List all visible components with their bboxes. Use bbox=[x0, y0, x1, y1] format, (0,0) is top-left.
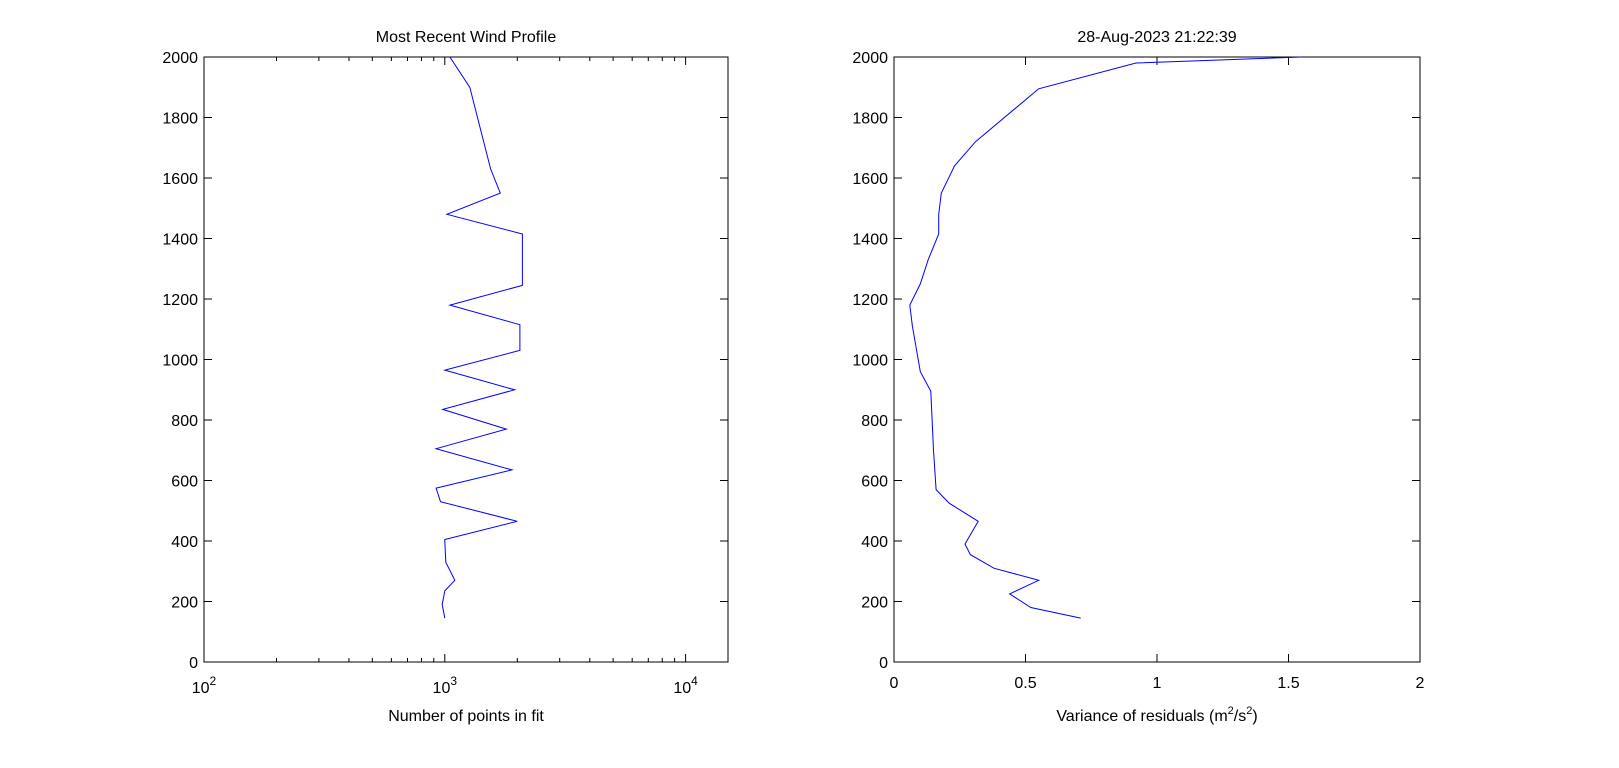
right-chart-xlabel: Variance of residuals (m2/s2) bbox=[1056, 705, 1257, 725]
x-tick-label: 104 bbox=[673, 674, 698, 697]
y-tick-label: 1600 bbox=[852, 171, 888, 188]
left-chart-series-line bbox=[434, 56, 523, 619]
x-tick-label-base: 10 bbox=[433, 680, 451, 697]
y-tick-label: 1800 bbox=[162, 111, 198, 128]
x-tick-label: 0 bbox=[890, 675, 899, 692]
y-tick-label: 400 bbox=[861, 534, 888, 551]
right-chart: 28-Aug-2023 21:22:39 0200400600800100012… bbox=[852, 29, 1424, 725]
left-chart: Most Recent Wind Profile 0 200 400 600 800 10… bbox=[162, 29, 729, 725]
left-chart-title: Most Recent Wind Profile bbox=[376, 29, 557, 46]
y-tick-label: 1000 bbox=[162, 353, 198, 370]
y-tick-label: 1000 bbox=[852, 353, 888, 370]
y-tick-label: 1600 bbox=[162, 171, 198, 188]
y-tick-label: 1800 bbox=[852, 111, 888, 128]
y-tick-label: 200 bbox=[171, 595, 198, 612]
x-tick-label-base: 10 bbox=[192, 680, 210, 697]
y-tick-label: 2000 bbox=[162, 50, 198, 67]
right-xlabel-sup1: 2 bbox=[1228, 705, 1234, 717]
right-xlabel-main: Variance of residuals (m bbox=[1056, 708, 1227, 725]
y-tick-label: 0 bbox=[879, 655, 888, 672]
right-chart-series-line bbox=[909, 56, 1302, 619]
x-tick-label-exp: 4 bbox=[691, 674, 698, 688]
right-xlabel-mid: /s bbox=[1234, 708, 1246, 725]
left-chart-ticks: 0200400600800100012001400160018002000102… bbox=[162, 50, 728, 697]
x-tick-label-base: 10 bbox=[673, 680, 691, 697]
right-chart-axes-frame bbox=[893, 56, 1421, 663]
right-xlabel-end: ) bbox=[1252, 708, 1257, 725]
y-tick-label: 2000 bbox=[852, 50, 888, 67]
right-chart-ticks: 0 200 400 600 800 1000 1200 1400 1600 1800 2000 0 0.… bbox=[852, 50, 1424, 692]
y-tick-label: 800 bbox=[861, 413, 888, 430]
y-tick-label: 400 bbox=[171, 534, 198, 551]
y-tick-label: 1200 bbox=[852, 292, 888, 309]
x-tick-label: 102 bbox=[192, 674, 217, 697]
y-tick-label: 600 bbox=[171, 474, 198, 491]
x-tick-label: 2 bbox=[1416, 675, 1425, 692]
left-chart-xlabel: Number of points in fit bbox=[388, 708, 544, 725]
y-tick-label: 1400 bbox=[162, 232, 198, 249]
x-tick-label-exp: 3 bbox=[450, 674, 457, 688]
x-tick-label: 1.5 bbox=[1277, 675, 1299, 692]
y-tick-label: 0 bbox=[189, 655, 198, 672]
right-chart-title: 28-Aug-2023 21:22:39 bbox=[1077, 29, 1236, 46]
y-tick-label: 1400 bbox=[852, 232, 888, 249]
x-tick-label: 0.5 bbox=[1014, 675, 1036, 692]
y-tick-label: 200 bbox=[861, 595, 888, 612]
x-tick-label: 1 bbox=[1153, 675, 1162, 692]
y-tick-label: 600 bbox=[861, 474, 888, 491]
x-tick-label: 103 bbox=[433, 674, 458, 697]
y-tick-label: 1200 bbox=[162, 292, 198, 309]
y-tick-label: 800 bbox=[171, 413, 198, 430]
right-xlabel-sup2: 2 bbox=[1246, 705, 1252, 717]
left-chart-axes-frame bbox=[203, 56, 729, 663]
x-tick-label-exp: 2 bbox=[210, 674, 217, 688]
